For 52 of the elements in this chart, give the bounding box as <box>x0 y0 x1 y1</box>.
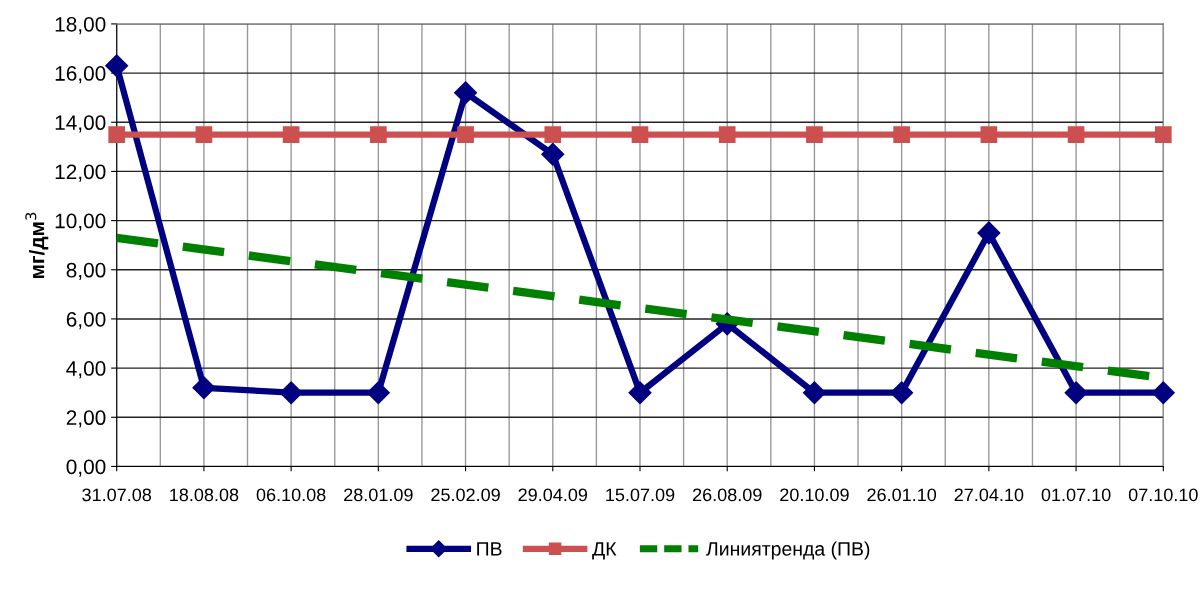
x-tick-label: 18.08.08 <box>170 488 239 502</box>
point <box>370 126 387 143</box>
point <box>980 126 998 143</box>
point <box>1151 381 1175 405</box>
point <box>108 126 126 143</box>
point <box>544 126 562 143</box>
x-tick-label: 15.07.09 <box>606 488 675 502</box>
y-tick-label: 14,00 <box>55 115 106 133</box>
point <box>802 381 826 405</box>
y-tick-label: 10,00 <box>55 213 106 231</box>
point <box>1064 381 1088 405</box>
point <box>718 126 736 143</box>
x-tick-label: 01.07.10 <box>1041 488 1111 502</box>
point <box>890 381 914 405</box>
x-tick-label: 31.07.08 <box>82 488 152 502</box>
point <box>806 126 823 143</box>
y-axis-title: мг/дм$^{3}$ <box>25 212 49 279</box>
legend-label: ПВ <box>477 542 502 556</box>
y-tick-label: 12,00 <box>55 164 106 182</box>
point <box>279 381 303 405</box>
x-tick-label: 20.10.09 <box>780 488 849 502</box>
point <box>192 376 216 400</box>
x-tick-label: 26.01.10 <box>867 488 937 502</box>
x-tick-label: 27.04.10 <box>954 488 1024 502</box>
point <box>457 126 474 143</box>
legend-label: ДК <box>592 542 617 560</box>
point <box>541 142 565 166</box>
point <box>631 126 649 143</box>
point <box>366 381 390 405</box>
point <box>454 81 478 105</box>
point <box>893 126 910 143</box>
y-tick-label: 2,00 <box>66 410 106 428</box>
x-tick-label: 07.10.10 <box>1128 488 1198 502</box>
x-tick-label: 25.02.09 <box>431 488 500 502</box>
point <box>1154 126 1172 143</box>
y-tick-label: 0,00 <box>66 459 106 477</box>
legend-label: Линиятренда (ПВ) <box>706 541 870 560</box>
point <box>628 381 652 405</box>
x-tick-label: 29.04.09 <box>518 488 588 502</box>
x-tick-label: 28.01.09 <box>344 488 413 502</box>
y-tick-label: 6,00 <box>66 311 106 330</box>
point <box>1067 126 1085 143</box>
y-tick-label: 18,00 <box>55 16 106 35</box>
y-tick-label: 8,00 <box>66 262 106 280</box>
point <box>282 126 300 143</box>
x-tick-label: 06.10.08 <box>256 488 326 502</box>
point <box>195 126 213 143</box>
y-tick-label: 4,00 <box>66 361 106 379</box>
x-tick-label: 26.08.09 <box>692 488 762 502</box>
point <box>105 54 129 78</box>
y-tick-label: 16,00 <box>55 66 106 84</box>
point <box>977 221 1001 245</box>
